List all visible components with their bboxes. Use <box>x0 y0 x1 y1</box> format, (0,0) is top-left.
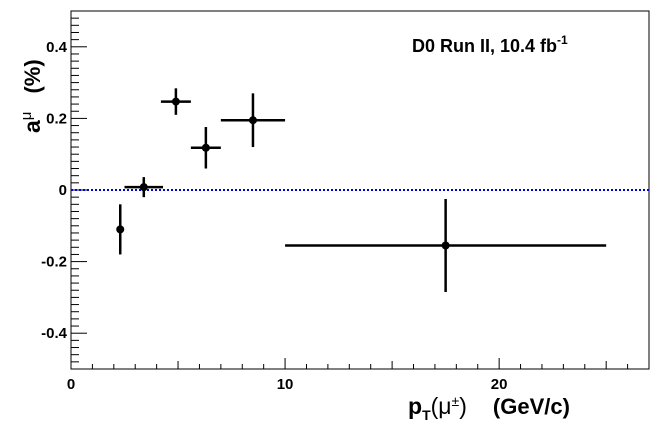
y-tick-label: 0 <box>59 182 67 199</box>
point-marker <box>116 225 125 234</box>
point-marker <box>441 241 450 250</box>
point-marker <box>248 116 257 125</box>
run-annotation: D0 Run II, 10.4 fb-1 <box>412 33 568 56</box>
axis-ticks <box>70 10 650 370</box>
point-marker <box>171 97 180 106</box>
tick-labels: 0 10 20 -0.4 -0.2 0 0.2 0.4 <box>41 39 507 393</box>
y-tick-label: -0.4 <box>41 325 68 342</box>
data-point <box>116 204 125 255</box>
point-marker <box>201 143 210 152</box>
data-point <box>160 88 191 115</box>
data-point <box>190 126 221 169</box>
point-marker <box>139 183 148 192</box>
data-point <box>285 198 607 293</box>
data-points <box>116 88 607 293</box>
x-tick-label: 0 <box>67 376 75 393</box>
x-axis-title: pT(μ±) (GeV/c) <box>408 393 570 423</box>
y-tick-label: 0.4 <box>46 39 68 56</box>
y-tick-label: 0.2 <box>46 110 67 127</box>
x-tick-label: 10 <box>277 376 294 393</box>
data-point <box>124 177 164 198</box>
y-axis-title: aμ(%) <box>18 59 45 133</box>
x-tick-label: 20 <box>491 376 508 393</box>
data-point <box>220 93 286 148</box>
y-tick-label: -0.2 <box>41 254 67 271</box>
